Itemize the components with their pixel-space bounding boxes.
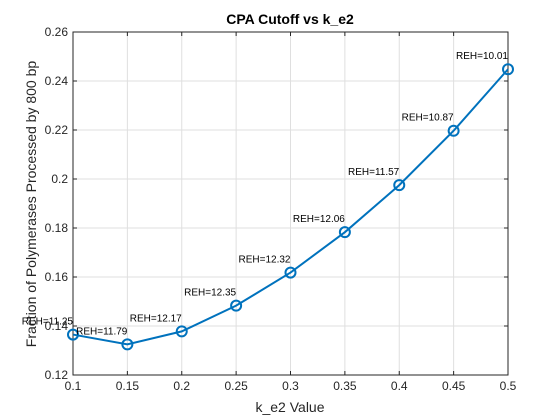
y-tick-label: 0.2 — [51, 172, 68, 186]
x-tick-label: 0.1 — [65, 379, 82, 393]
axis-ticks: 0.1 0.15 0.2 0.25 0.3 0.35 0.4 0.45 0.5 0.12 0.14 0… — [45, 25, 517, 393]
x-tick-label: 0.25 — [224, 379, 248, 393]
x-axis-label: k_e2 Value — [255, 399, 324, 415]
y-tick-label: 0.12 — [45, 368, 69, 382]
y-tick-label: 0.18 — [45, 221, 69, 235]
x-tick-label: 0.35 — [333, 379, 357, 393]
data-point-marker — [284, 266, 297, 279]
data-point-label: REH=10.01 — [456, 51, 508, 62]
y-tick-label: 0.14 — [45, 319, 69, 333]
data-point-marker — [67, 328, 79, 341]
data-point-marker — [121, 338, 134, 351]
data-point-label: REH=11.25 — [22, 317, 74, 328]
x-tick-label: 0.4 — [391, 379, 408, 393]
chart-title: CPA Cutoff vs k_e2 — [226, 11, 354, 27]
x-tick-label: 0.3 — [282, 379, 299, 393]
data-point-marker — [502, 63, 514, 76]
x-tick-label: 0.2 — [173, 379, 190, 393]
y-axis-label: Fraction of Polymerases Processed by 800… — [23, 61, 39, 348]
data-point-label: REH=12.17 — [130, 313, 182, 324]
data-point-label: REH=12.06 — [293, 214, 345, 225]
series — [67, 63, 514, 351]
y-tick-label: 0.16 — [45, 270, 69, 284]
data-point-label: REH=10.87 — [402, 113, 454, 124]
x-tick-label: 0.45 — [442, 379, 466, 393]
series-line — [72, 68, 509, 346]
y-tick-label: 0.24 — [45, 74, 69, 88]
data-point-label: REH=11.57 — [348, 167, 400, 178]
data-point-marker — [338, 226, 351, 239]
data-point-marker — [393, 179, 406, 192]
data-point-marker — [175, 325, 188, 338]
x-tick-label: 0.15 — [116, 379, 140, 393]
y-tick-label: 0.22 — [45, 123, 69, 137]
data-point-label: REH=11.79 — [76, 326, 128, 337]
x-tick-label: 0.5 — [500, 379, 517, 393]
data-point-marker — [230, 299, 243, 312]
data-point-label: REH=12.32 — [239, 255, 291, 266]
data-point-label: REH=12.35 — [184, 288, 236, 299]
y-tick-label: 0.26 — [45, 25, 69, 39]
data-point-marker — [447, 124, 460, 137]
